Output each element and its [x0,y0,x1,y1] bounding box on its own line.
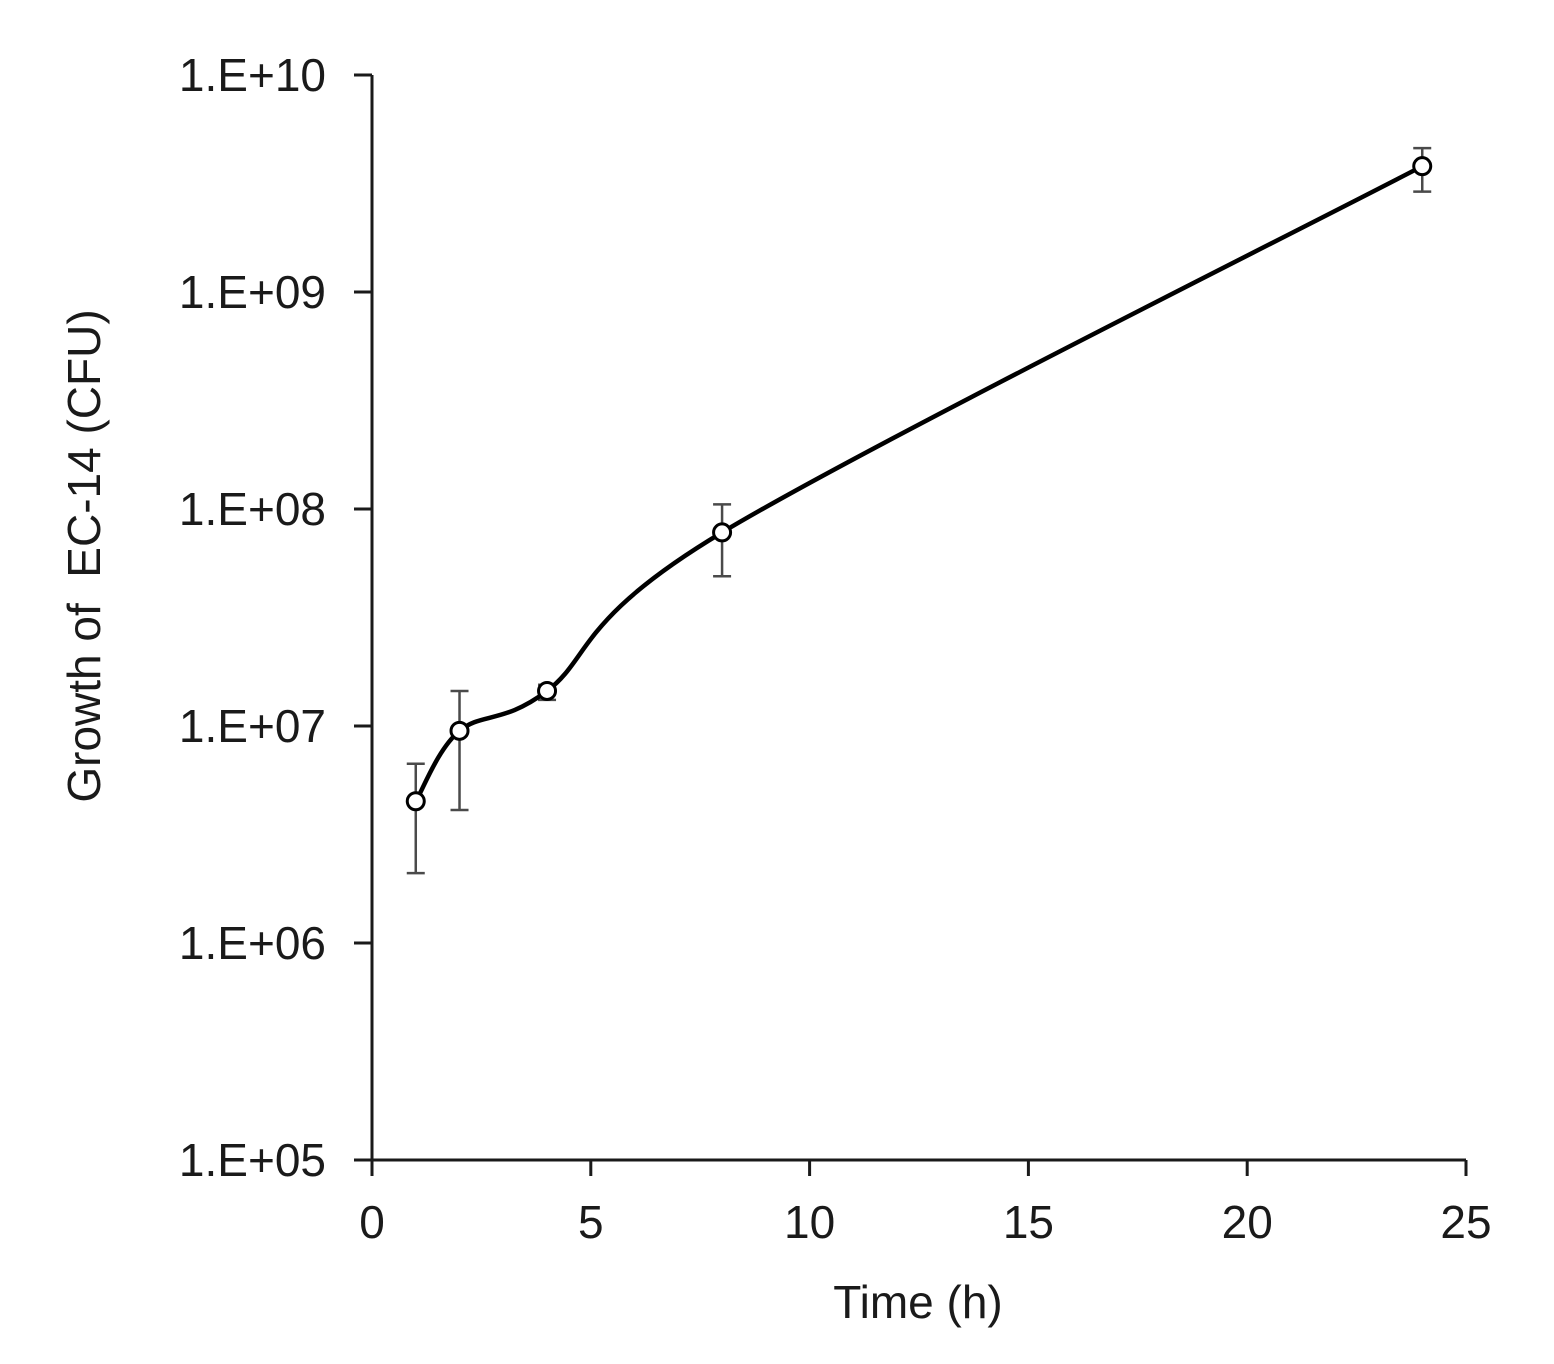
y-tick-label: 1.E+10 [179,49,326,101]
x-tick-label: 5 [578,1196,604,1248]
y-tick-label: 1.E+08 [179,483,326,535]
series-lines [413,164,1424,803]
y-axis-title: Growth of EC-14 (CFU) [58,309,110,802]
x-tick-label: 15 [1003,1196,1054,1248]
y-tick-label: 1.E+09 [179,266,326,318]
error-bars [406,146,1432,875]
y-tick-label: 1.E+07 [179,700,326,752]
data-point [449,720,470,741]
error-bar [450,689,469,812]
series-line [413,164,1424,803]
series-markers [405,156,1433,812]
x-tick-label: 10 [784,1196,835,1248]
x-tick-label: 0 [359,1196,385,1248]
data-point [405,791,426,812]
data-point [712,522,733,543]
x-axis-title: Time (h) [833,1276,1003,1328]
y-tick-label: 1.E+05 [179,1134,326,1186]
x-tick-label: 25 [1440,1196,1491,1248]
x-tick-label: 20 [1222,1196,1273,1248]
data-point [1412,156,1433,177]
axes [354,75,1466,1162]
axis-ticks: 1.E+05 1.E+06 1.E+07 1.E+08 1.E+09 1.E+10 0 5 10… [179,49,1492,1248]
data-point [537,680,558,701]
y-tick-label: 1.E+06 [179,917,326,969]
error-bar [406,762,425,875]
